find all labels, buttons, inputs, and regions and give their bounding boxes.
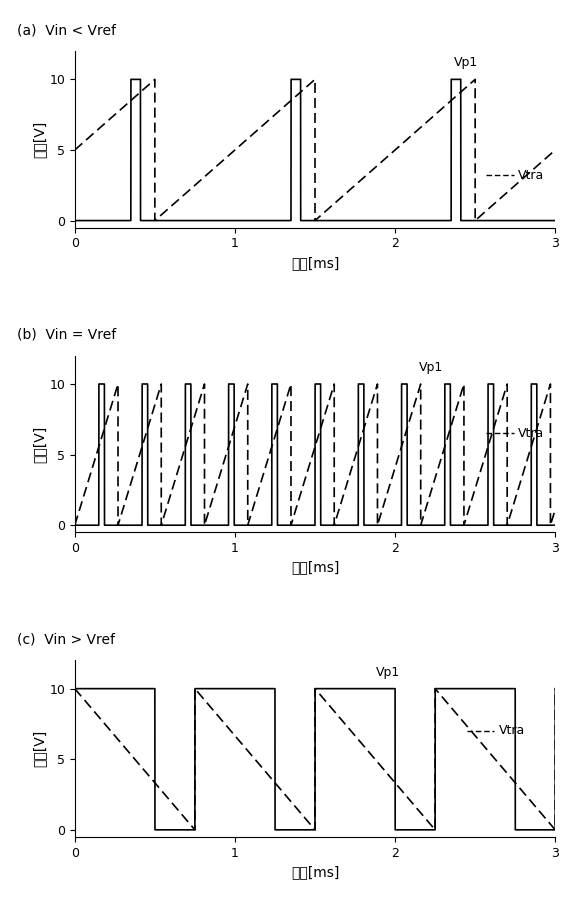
Text: Vtra: Vtra — [519, 427, 545, 440]
Text: Vp1: Vp1 — [419, 361, 443, 374]
Text: Vtra: Vtra — [519, 169, 545, 182]
Y-axis label: 電圧[V]: 電圧[V] — [32, 730, 46, 768]
Text: (b)  Vin = Vref: (b) Vin = Vref — [17, 328, 117, 342]
X-axis label: 時間[ms]: 時間[ms] — [291, 256, 339, 270]
Text: (a)  Vin < Vref: (a) Vin < Vref — [17, 23, 116, 37]
Text: Vp1: Vp1 — [376, 666, 400, 679]
Text: Vtra: Vtra — [499, 724, 525, 737]
Text: (c)  Vin > Vref: (c) Vin > Vref — [17, 633, 115, 646]
X-axis label: 時間[ms]: 時間[ms] — [291, 561, 339, 574]
Y-axis label: 電圧[V]: 電圧[V] — [32, 121, 46, 158]
Text: Vp1: Vp1 — [454, 57, 478, 69]
X-axis label: 時間[ms]: 時間[ms] — [291, 865, 339, 879]
Y-axis label: 電圧[V]: 電圧[V] — [32, 426, 46, 463]
